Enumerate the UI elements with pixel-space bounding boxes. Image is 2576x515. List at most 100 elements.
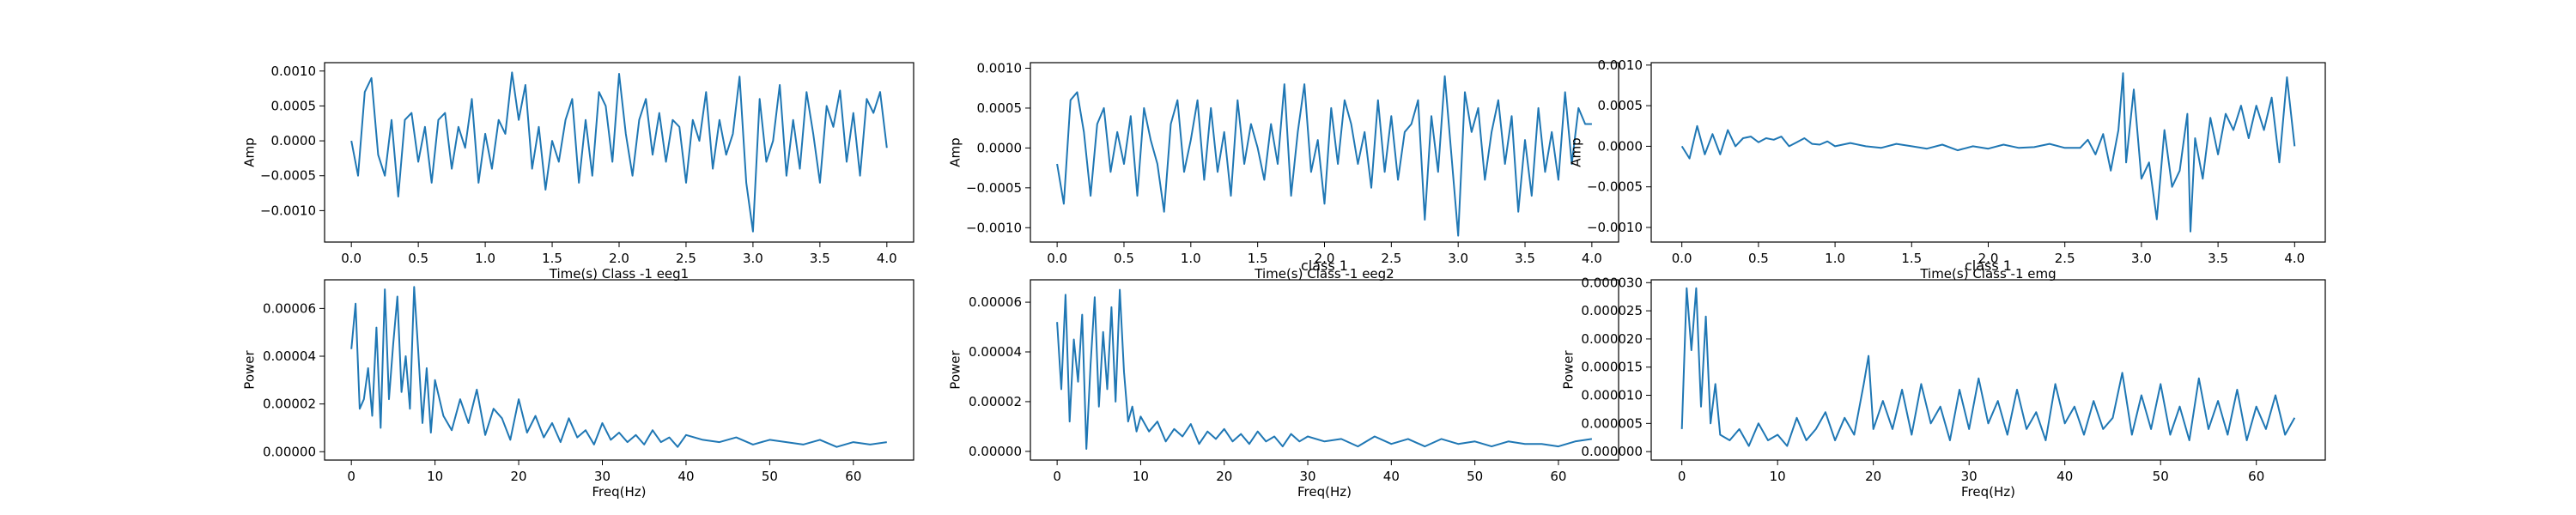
y-axis-label-eeg1_psd: Power bbox=[242, 349, 258, 389]
x-tick-label-eeg2_time-8: 4.0 bbox=[1582, 251, 1602, 266]
x-tick-label-eeg1_time-4: 2.0 bbox=[609, 251, 629, 266]
y-tick-label-eeg1_time-4: 0.0010 bbox=[271, 64, 317, 79]
y-tick-label-emg_psd-0: 0.000000 bbox=[1581, 444, 1643, 459]
x-tick-label-eeg1_psd-1: 10 bbox=[427, 469, 443, 484]
y-tick-label-eeg1_psd-3: 0.00006 bbox=[263, 300, 316, 316]
x-tick-label-eeg2_time-1: 0.5 bbox=[1114, 251, 1134, 266]
x-tick-label-eeg1_psd-6: 60 bbox=[845, 469, 861, 484]
x-tick-label-eeg1_time-2: 1.0 bbox=[475, 251, 495, 266]
x-tick-label-emg_time-4: 2.0 bbox=[1978, 251, 1999, 266]
series-line-eeg2_psd-0 bbox=[1056, 288, 1593, 450]
x-tick-label-emg_psd-4: 40 bbox=[2057, 469, 2073, 484]
axes-frame-eeg2_psd bbox=[1030, 279, 1619, 461]
x-tick-label-eeg2_psd-3: 30 bbox=[1299, 469, 1315, 484]
y-axis-label-eeg1_time: Amp bbox=[242, 137, 258, 167]
x-tick-label-eeg1_psd-4: 40 bbox=[677, 469, 694, 484]
y-tick-label-emg_time-0: −0.0010 bbox=[1587, 220, 1643, 235]
x-tick-label-eeg1_psd-5: 50 bbox=[762, 469, 778, 484]
y-tick-label-eeg2_time-3: 0.0005 bbox=[977, 100, 1023, 116]
x-tick-label-emg_psd-2: 20 bbox=[1865, 469, 1881, 484]
y-tick-label-eeg1_psd-1: 0.00002 bbox=[263, 397, 316, 412]
y-tick-label-eeg2_psd-1: 0.00002 bbox=[969, 394, 1022, 409]
y-tick-label-eeg2_time-4: 0.0010 bbox=[977, 61, 1023, 76]
x-axis-label-eeg2_time: Time(s) Class -1 eeg2 bbox=[1254, 266, 1394, 282]
y-axis-label-emg_time: Amp bbox=[1569, 137, 1584, 167]
y-axis-label-eeg2_time: Amp bbox=[948, 137, 963, 167]
series-line-eeg1_time-0 bbox=[350, 71, 888, 233]
x-tick-label-emg_psd-0: 0 bbox=[1678, 469, 1686, 484]
x-tick-label-eeg2_psd-1: 10 bbox=[1133, 469, 1149, 484]
y-tick-label-emg_psd-4: 0.000020 bbox=[1581, 331, 1643, 347]
series-line-eeg2_time-0 bbox=[1056, 75, 1592, 237]
x-axis-label-eeg1_time: Time(s) Class -1 eeg1 bbox=[549, 266, 689, 282]
x-tick-label-eeg1_time-7: 3.5 bbox=[810, 251, 830, 266]
x-tick-label-emg_psd-5: 50 bbox=[2153, 469, 2169, 484]
x-tick-label-eeg1_time-3: 1.5 bbox=[542, 251, 562, 266]
subplot-title-emg_time: class 1 bbox=[1965, 258, 2012, 274]
x-tick-label-eeg1_time-6: 3.0 bbox=[743, 251, 763, 266]
y-tick-label-emg_time-2: 0.0000 bbox=[1598, 138, 1643, 154]
subplot-emg_time: 0.0 0.5 1.0 1.5 2.0 2.5 3.0 3.5 4.0 −0.0010 −0.000… bbox=[1569, 58, 2326, 282]
x-axis-label-eeg2_psd: Freq(Hz) bbox=[1297, 484, 1352, 500]
x-tick-label-eeg1_psd-3: 30 bbox=[594, 469, 611, 484]
x-tick-label-emg_time-5: 2.5 bbox=[2055, 251, 2075, 266]
x-tick-label-eeg2_time-2: 1.0 bbox=[1181, 251, 1201, 266]
x-tick-label-emg_time-0: 0.0 bbox=[1672, 251, 1692, 266]
x-tick-label-eeg1_time-1: 0.5 bbox=[408, 251, 428, 266]
y-tick-label-eeg2_time-1: −0.0005 bbox=[966, 180, 1022, 196]
subplot-eeg1_psd: 0 10 20 30 40 50 60 0.00000 0.00002 0.00004 0.0000… bbox=[242, 279, 914, 500]
subplot-eeg2_time: 0.0 0.5 1.0 1.5 2.0 2.5 3.0 3.5 4.0 −0.0010 −0.000… bbox=[948, 61, 1619, 282]
x-tick-label-emg_time-3: 1.5 bbox=[1901, 251, 1922, 266]
x-tick-label-eeg1_psd-0: 0 bbox=[347, 469, 355, 484]
x-tick-label-emg_time-1: 0.5 bbox=[1748, 251, 1769, 266]
y-tick-label-eeg2_psd-0: 0.00000 bbox=[969, 444, 1022, 459]
x-tick-label-eeg1_time-5: 2.5 bbox=[676, 251, 696, 266]
y-tick-label-eeg2_time-0: −0.0010 bbox=[966, 220, 1022, 235]
x-tick-label-eeg1_time-0: 0.0 bbox=[341, 251, 361, 266]
subplot-title-eeg2_time: class 1 bbox=[1301, 258, 1348, 274]
y-tick-label-emg_time-1: −0.0005 bbox=[1587, 179, 1643, 195]
x-tick-label-emg_time-2: 1.0 bbox=[1825, 251, 1845, 266]
x-tick-label-emg_time-6: 3.0 bbox=[2131, 251, 2152, 266]
series-line-eeg1_psd-0 bbox=[350, 286, 887, 448]
y-axis-label-emg_psd: Power bbox=[1560, 349, 1576, 389]
series-line-emg_time-0 bbox=[1680, 72, 2296, 233]
x-tick-label-emg_psd-6: 60 bbox=[2248, 469, 2264, 484]
x-tick-label-eeg2_time-3: 1.5 bbox=[1248, 251, 1268, 266]
y-tick-label-emg_psd-5: 0.000025 bbox=[1581, 303, 1643, 318]
x-tick-label-eeg2_psd-0: 0 bbox=[1053, 469, 1061, 484]
y-tick-label-eeg1_psd-2: 0.00004 bbox=[263, 348, 316, 364]
x-tick-label-emg_time-7: 3.5 bbox=[2208, 251, 2228, 266]
x-tick-label-eeg1_psd-2: 20 bbox=[511, 469, 527, 484]
x-tick-label-eeg2_time-5: 2.5 bbox=[1381, 251, 1401, 266]
y-tick-label-eeg2_psd-3: 0.00006 bbox=[969, 294, 1022, 310]
x-tick-label-eeg2_psd-6: 60 bbox=[1550, 469, 1566, 484]
x-tick-label-emg_psd-1: 10 bbox=[1770, 469, 1786, 484]
y-axis-label-eeg2_psd: Power bbox=[948, 349, 963, 389]
x-tick-label-eeg2_time-0: 0.0 bbox=[1047, 251, 1067, 266]
x-tick-label-emg_psd-3: 30 bbox=[1961, 469, 1978, 484]
y-tick-label-emg_time-4: 0.0010 bbox=[1598, 58, 1643, 73]
y-tick-label-eeg2_time-2: 0.0000 bbox=[977, 140, 1023, 155]
y-tick-label-emg_psd-2: 0.000010 bbox=[1581, 388, 1643, 403]
x-tick-label-eeg2_psd-4: 40 bbox=[1383, 469, 1400, 484]
x-axis-label-emg_psd: Freq(Hz) bbox=[1961, 484, 2015, 500]
x-tick-label-eeg2_time-7: 3.5 bbox=[1515, 251, 1535, 266]
y-tick-label-emg_psd-1: 0.000005 bbox=[1581, 415, 1643, 431]
axes-frame-eeg1_psd bbox=[324, 279, 914, 461]
x-tick-label-eeg2_time-6: 3.0 bbox=[1448, 251, 1468, 266]
x-tick-label-eeg2_psd-2: 20 bbox=[1216, 469, 1232, 484]
x-tick-label-eeg2_psd-5: 50 bbox=[1467, 469, 1483, 484]
y-tick-label-eeg1_time-1: −0.0005 bbox=[260, 168, 316, 184]
y-tick-label-eeg1_time-2: 0.0000 bbox=[271, 133, 317, 148]
y-tick-label-emg_psd-6: 0.000030 bbox=[1581, 275, 1643, 290]
x-tick-label-eeg2_time-4: 2.0 bbox=[1315, 251, 1335, 266]
y-tick-label-eeg1_psd-0: 0.00000 bbox=[263, 444, 316, 459]
y-tick-label-eeg2_psd-2: 0.00004 bbox=[969, 344, 1022, 360]
subplot-eeg2_psd: 0 10 20 30 40 50 60 0.00000 0.00002 0.00004 0.0000… bbox=[948, 279, 1619, 500]
y-tick-label-eeg1_time-0: −0.0010 bbox=[260, 203, 316, 218]
x-tick-label-emg_time-8: 4.0 bbox=[2284, 251, 2305, 266]
subplot-emg_psd: 0 10 20 30 40 50 60 0.000000 0.000005 0.000010 0.0… bbox=[1560, 275, 2326, 500]
